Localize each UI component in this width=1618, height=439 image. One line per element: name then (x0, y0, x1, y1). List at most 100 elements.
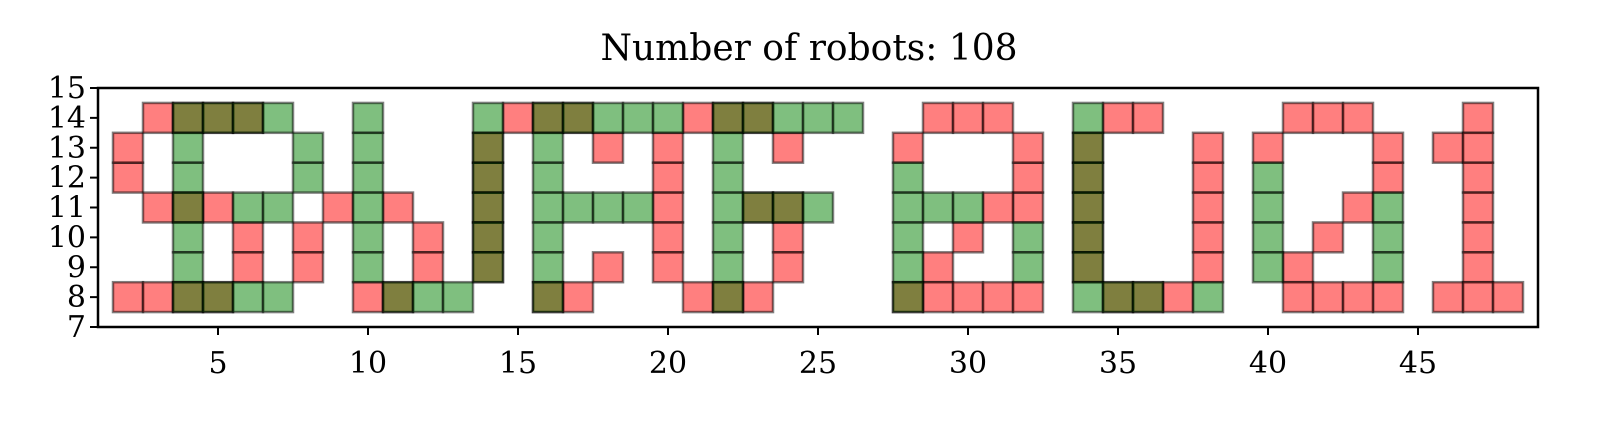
green-robot-cell (471, 101, 505, 135)
red-robot-cell (1101, 101, 1135, 135)
green-robot-cell (1071, 191, 1105, 224)
red-robot-cell (591, 251, 625, 284)
red-robot-cell (1461, 161, 1495, 194)
green-robot-cell (1371, 221, 1405, 254)
red-robot-cell (1191, 191, 1225, 224)
green-robot-cell (711, 131, 745, 164)
red-robot-cell (1461, 191, 1495, 224)
green-robot-cell (1071, 221, 1105, 254)
red-robot-cell (1251, 131, 1285, 164)
red-robot-cell (1461, 251, 1495, 284)
x-tick-label: 40 (1249, 346, 1287, 381)
red-robot-cell (1461, 101, 1495, 135)
green-robot-cell (1191, 280, 1225, 314)
red-robot-cell (291, 251, 325, 284)
red-robot-cell (141, 101, 175, 135)
red-robot-cell (1011, 161, 1045, 194)
red-robot-cell (981, 101, 1015, 135)
red-robot-cell (321, 191, 355, 224)
green-robot-cell (951, 191, 985, 224)
red-robot-cell (921, 101, 955, 135)
red-robot-cell (1461, 131, 1495, 164)
green-robot-cell (531, 221, 565, 254)
chart-title: Number of robots: 108 (600, 28, 1017, 69)
green-robot-cell (531, 191, 565, 224)
red-robot-cell (1371, 280, 1405, 314)
green-robot-cell (621, 191, 655, 224)
red-robot-cell (111, 161, 145, 194)
green-robot-cell (411, 280, 445, 314)
green-robot-cell (801, 101, 835, 135)
green-robot-cell (351, 251, 385, 284)
red-robot-cell (891, 131, 925, 164)
green-robot-cell (1071, 131, 1105, 164)
green-robot-cell (171, 251, 205, 284)
x-tick-label: 25 (799, 346, 837, 381)
green-robot-cell (621, 101, 655, 135)
red-robot-cell (291, 221, 325, 254)
green-robot-cell (351, 221, 385, 254)
green-robot-cell (531, 161, 565, 194)
green-robot-cell (921, 191, 955, 224)
green-robot-cell (471, 131, 505, 164)
red-robot-cell (1311, 221, 1345, 254)
red-robot-cell (411, 251, 445, 284)
red-robot-cell (111, 131, 145, 164)
x-tick-label: 10 (349, 346, 387, 381)
green-robot-cell (711, 191, 745, 224)
red-robot-cell (1461, 221, 1495, 254)
green-robot-cell (591, 101, 625, 135)
red-robot-cell (1191, 251, 1225, 284)
red-robot-cell (951, 101, 985, 135)
red-robot-cell (501, 101, 535, 135)
green-robot-cell (261, 191, 295, 224)
green-robot-cell (171, 191, 205, 224)
green-robot-cell (561, 101, 595, 135)
red-robot-cell (651, 191, 685, 224)
green-robot-cell (831, 101, 865, 135)
green-robot-cell (711, 161, 745, 194)
red-robot-cell (681, 101, 715, 135)
x-tick-label: 30 (949, 346, 987, 381)
green-robot-cell (1251, 161, 1285, 194)
green-robot-cell (711, 101, 745, 135)
y-tick-label: 11 (48, 191, 86, 226)
green-robot-cell (651, 101, 685, 135)
red-robot-cell (1281, 101, 1315, 135)
green-robot-cell (231, 280, 265, 314)
green-robot-cell (261, 101, 295, 135)
red-robot-cell (951, 280, 985, 314)
y-tick-label: 8 (67, 280, 86, 315)
red-robot-cell (1011, 131, 1045, 164)
green-robot-cell (261, 280, 295, 314)
red-robot-cell (1131, 101, 1165, 135)
green-robot-cell (1101, 280, 1135, 314)
red-robot-cell (1191, 221, 1225, 254)
red-robot-cell (921, 251, 955, 284)
y-tick-label: 13 (48, 131, 86, 166)
green-robot-cell (801, 191, 835, 224)
red-robot-cell (1371, 131, 1405, 164)
red-robot-cell (381, 191, 415, 224)
green-robot-cell (201, 280, 235, 314)
x-axis: 5 10 15 20 25 30 35 40 45 (208, 327, 1437, 381)
green-robot-cell (171, 280, 205, 314)
red-robot-cell (651, 161, 685, 194)
green-robot-cell (891, 251, 925, 284)
red-robot-cell (411, 221, 445, 254)
red-robot-cell (771, 251, 805, 284)
y-tick-label: 10 (48, 220, 86, 255)
green-robot-cell (1011, 251, 1045, 284)
y-tick-label: 9 (67, 250, 86, 285)
green-robot-cell (471, 251, 505, 284)
red-robot-cell (1161, 280, 1195, 314)
x-tick-label: 45 (1399, 346, 1437, 381)
red-robot-cell (771, 131, 805, 164)
green-robot-cell (351, 191, 385, 224)
green-robot-cell (891, 161, 925, 194)
y-tick-label: 14 (48, 101, 86, 136)
green-robot-cell (381, 280, 415, 314)
red-robot-cell (651, 131, 685, 164)
green-robot-cell (231, 101, 265, 135)
